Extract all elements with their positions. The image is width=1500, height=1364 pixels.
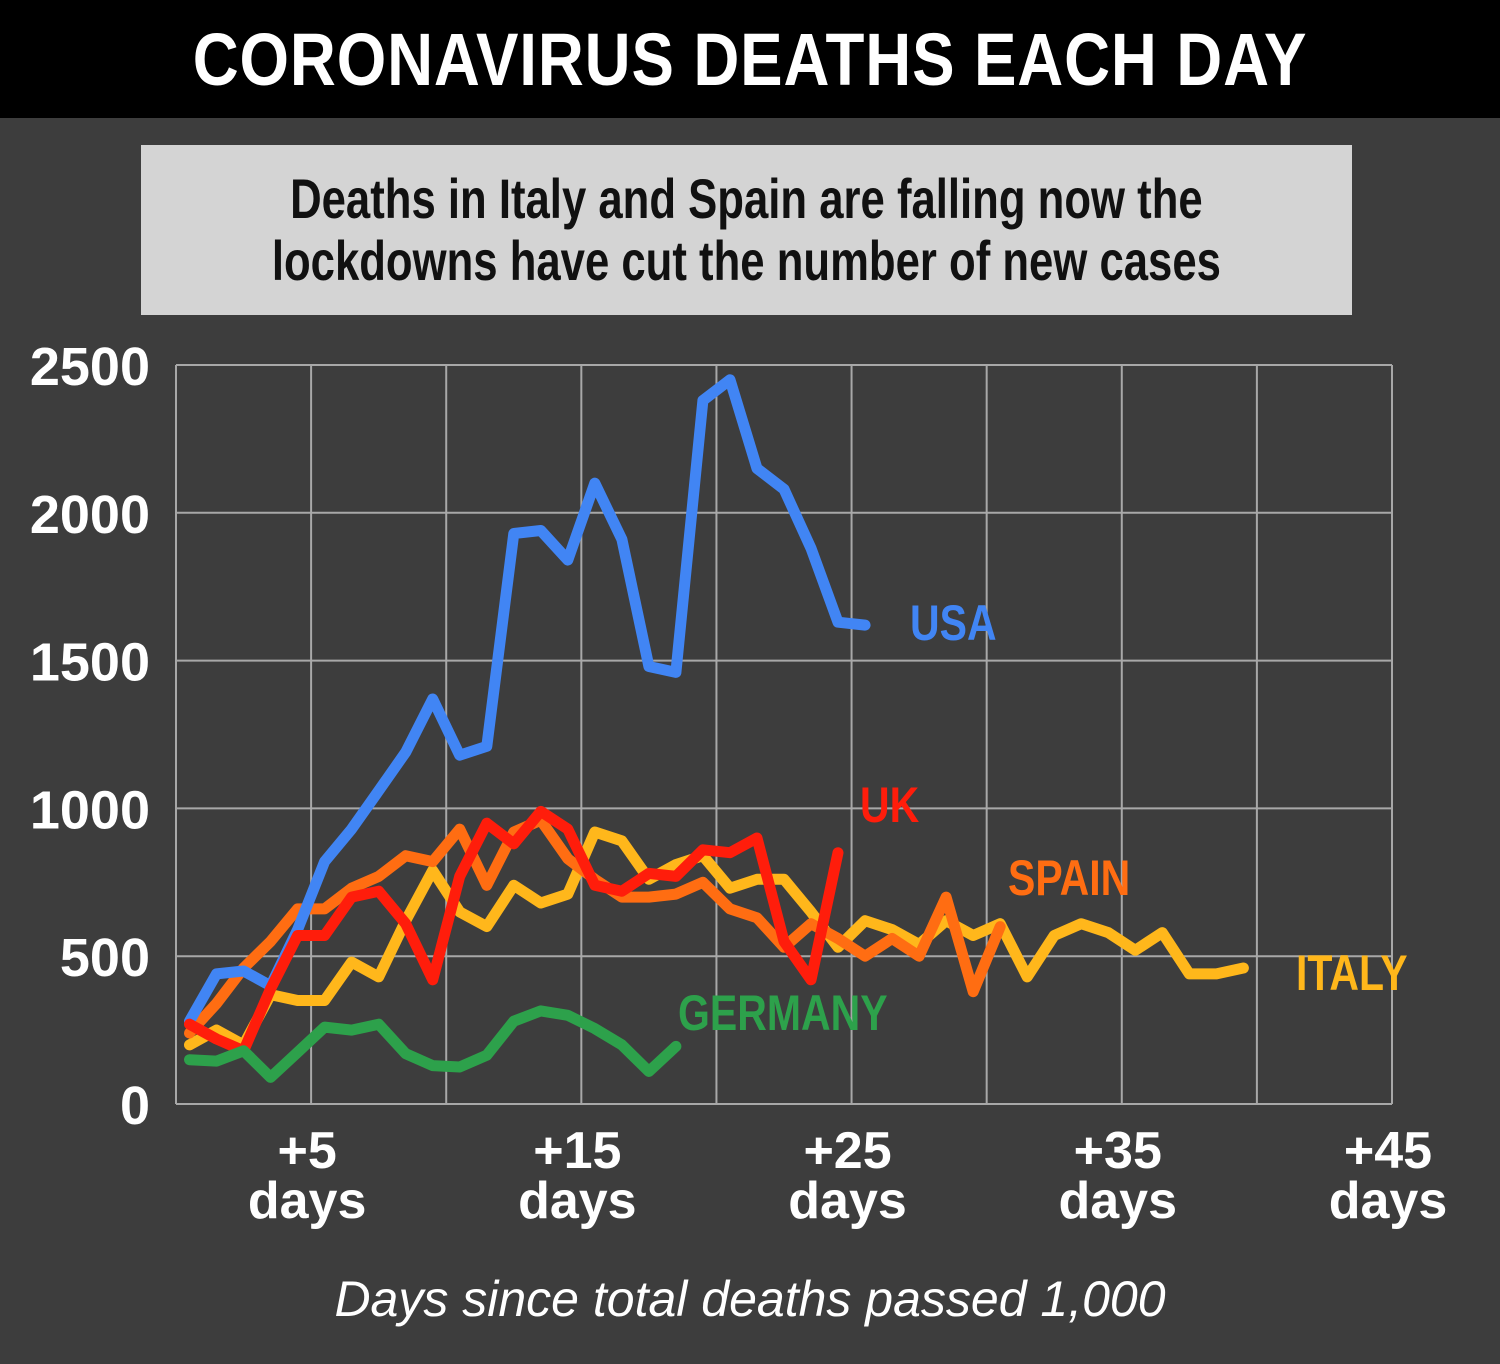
y-tick-label: 2000	[30, 485, 150, 545]
x-axis-label: Days since total deaths passed 1,000	[334, 1271, 1166, 1327]
chart-series	[184, 374, 1249, 1083]
x-tick-label: days	[518, 1172, 637, 1230]
series-label-usa: USA	[910, 595, 997, 651]
series-line-germany	[184, 1005, 682, 1083]
x-tick-label: days	[1329, 1172, 1448, 1230]
series-label-germany: GERMANY	[678, 985, 888, 1041]
y-tick-label: 1500	[30, 633, 150, 693]
header-bar: CORONAVIRUS DEATHS EACH DAY	[0, 0, 1500, 118]
y-tick-label: 1000	[30, 780, 150, 840]
x-tick-label: +5	[277, 1122, 336, 1180]
x-tick-label: +45	[1344, 1122, 1432, 1180]
series-line-italy	[184, 826, 1249, 1051]
subtitle-box: Deaths in Italy and Spain are falling no…	[141, 145, 1352, 315]
y-tick-label: 500	[60, 928, 150, 988]
series-label-italy: ITALY	[1296, 945, 1408, 1001]
series-line-uk	[184, 805, 844, 1057]
x-tick-label: days	[1059, 1172, 1178, 1230]
x-tick-label: +25	[803, 1122, 891, 1180]
x-tick-label: +15	[533, 1122, 621, 1180]
x-tick-label: days	[248, 1172, 367, 1230]
series-label-spain: SPAIN	[1008, 850, 1130, 906]
y-tick-label: 2500	[30, 337, 150, 397]
page-title: CORONAVIRUS DEATHS EACH DAY	[192, 17, 1308, 101]
x-tick-label: days	[788, 1172, 907, 1230]
x-tick-label: +35	[1074, 1122, 1162, 1180]
subtitle: Deaths in Italy and Spain are falling no…	[272, 168, 1221, 292]
subtitle-line-2: lockdowns have cut the number of new cas…	[271, 229, 1222, 292]
chart-grid: 05001000150020002500+5days+15days+25days…	[30, 337, 1447, 1230]
chart-labels: ITALY SPAIN USA UK GERMANY	[678, 595, 1408, 1041]
y-tick-label: 0	[120, 1076, 150, 1136]
series-label-uk: UK	[860, 777, 919, 833]
subtitle-line-1: Deaths in Italy and Spain are falling no…	[290, 167, 1203, 230]
series-line-usa	[184, 374, 871, 1027]
